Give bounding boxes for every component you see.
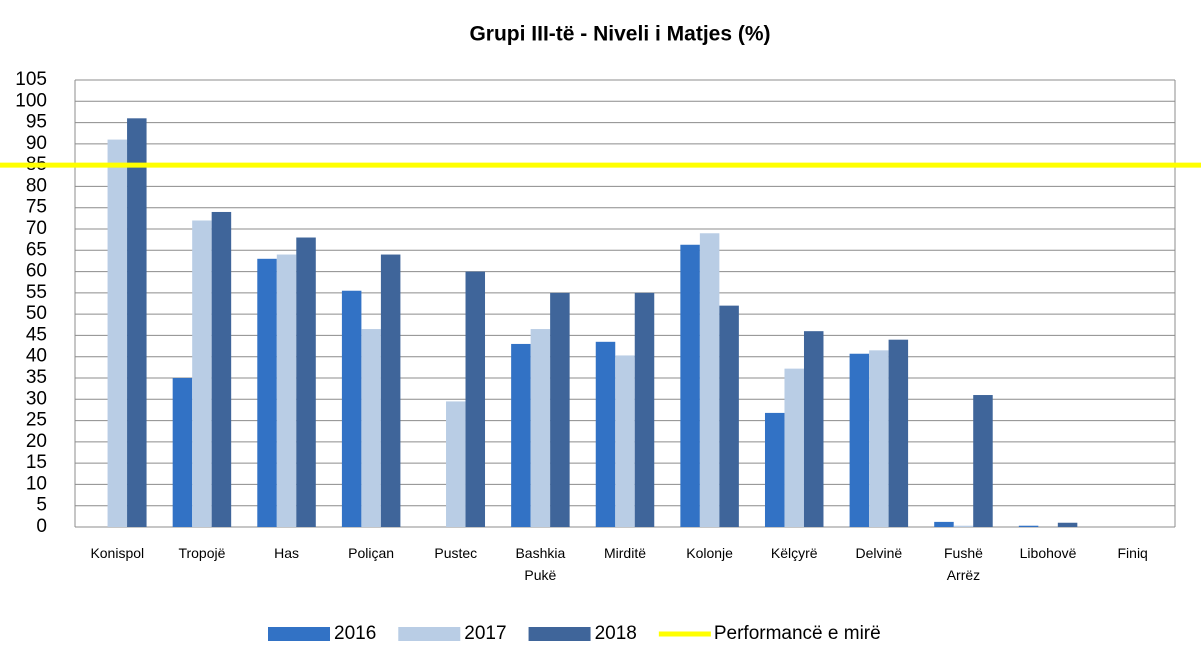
x-tick-label: Has [274,545,299,561]
bar [465,271,486,527]
x-tick-label: Këlçyrë [770,545,818,561]
bar [869,350,889,527]
legend-label: Performancë e mirë [714,623,881,644]
y-tick-label: 75 [26,197,47,218]
y-tick-label: 65 [26,239,47,260]
y-tick-label: 0 [36,516,47,537]
bar [784,368,804,527]
bar [680,244,700,527]
bar [719,305,739,527]
bar [380,254,401,528]
y-tick-label: 60 [26,261,47,282]
y-tick-label: 70 [26,218,47,239]
y-tick-label: 40 [26,346,47,367]
bar [953,525,974,527]
y-tick-label: 10 [26,473,47,494]
bar [257,258,277,527]
x-tick-label: Konispol [90,545,145,561]
bar [803,331,824,527]
legend-label: 2018 [595,623,637,644]
y-tick-label: 35 [26,367,47,388]
bar [341,290,362,527]
x-tick-label: Kolonje [686,545,733,561]
bar [764,412,785,527]
bar [211,211,232,527]
bar [595,341,616,527]
x-tick-label: Poliçan [348,545,395,561]
bar [127,118,147,528]
y-tick-label: 80 [26,175,47,196]
legend-swatch [268,627,330,641]
x-tick-label: Libohovë [1019,545,1077,561]
bar [634,292,655,527]
chart-title: Grupi III-të - Niveli i Matjes (%) [469,23,770,46]
bar [550,292,570,527]
bar [296,237,316,527]
y-tick-label: 55 [26,282,47,303]
legend-swatch [528,627,591,641]
bar [276,254,297,528]
y-tick-label: 105 [15,69,47,90]
bar [107,139,128,527]
x-tick-label: Finiq [1117,545,1148,561]
y-tick-label: 30 [26,388,47,409]
legend-label: 2016 [334,623,376,644]
bar [172,378,193,527]
x-tick-label: Pustec [434,545,478,561]
bar [934,521,954,527]
y-tick-label: 25 [26,410,47,431]
y-tick-label: 20 [26,431,47,452]
bar [511,343,531,527]
x-tick-label: Tropojë [178,545,226,561]
bar [361,329,381,527]
bar [530,329,551,527]
y-tick-label: 45 [26,324,47,345]
x-tick-label: Fushë Arrëz [943,545,983,583]
bar [973,395,993,527]
x-tick-label: Mirditë [603,545,646,561]
x-tick-label: Bashkia Pukë [515,545,566,583]
bar [849,353,870,527]
bar [192,220,212,527]
bar [1057,522,1078,527]
legend-label: 2017 [464,623,506,644]
y-tick-label: 15 [26,452,47,473]
y-tick-label: 95 [26,112,47,133]
bar [888,339,909,527]
bar [615,355,635,527]
y-tick-label: 100 [15,90,47,111]
bar [699,233,720,527]
y-tick-label: 90 [26,133,47,154]
y-tick-label: 50 [26,303,47,324]
x-tick-label: Delvinë [855,545,903,561]
bar [446,401,466,527]
y-tick-label: 5 [36,495,47,516]
bar [1018,525,1039,527]
legend-swatch [398,627,461,641]
